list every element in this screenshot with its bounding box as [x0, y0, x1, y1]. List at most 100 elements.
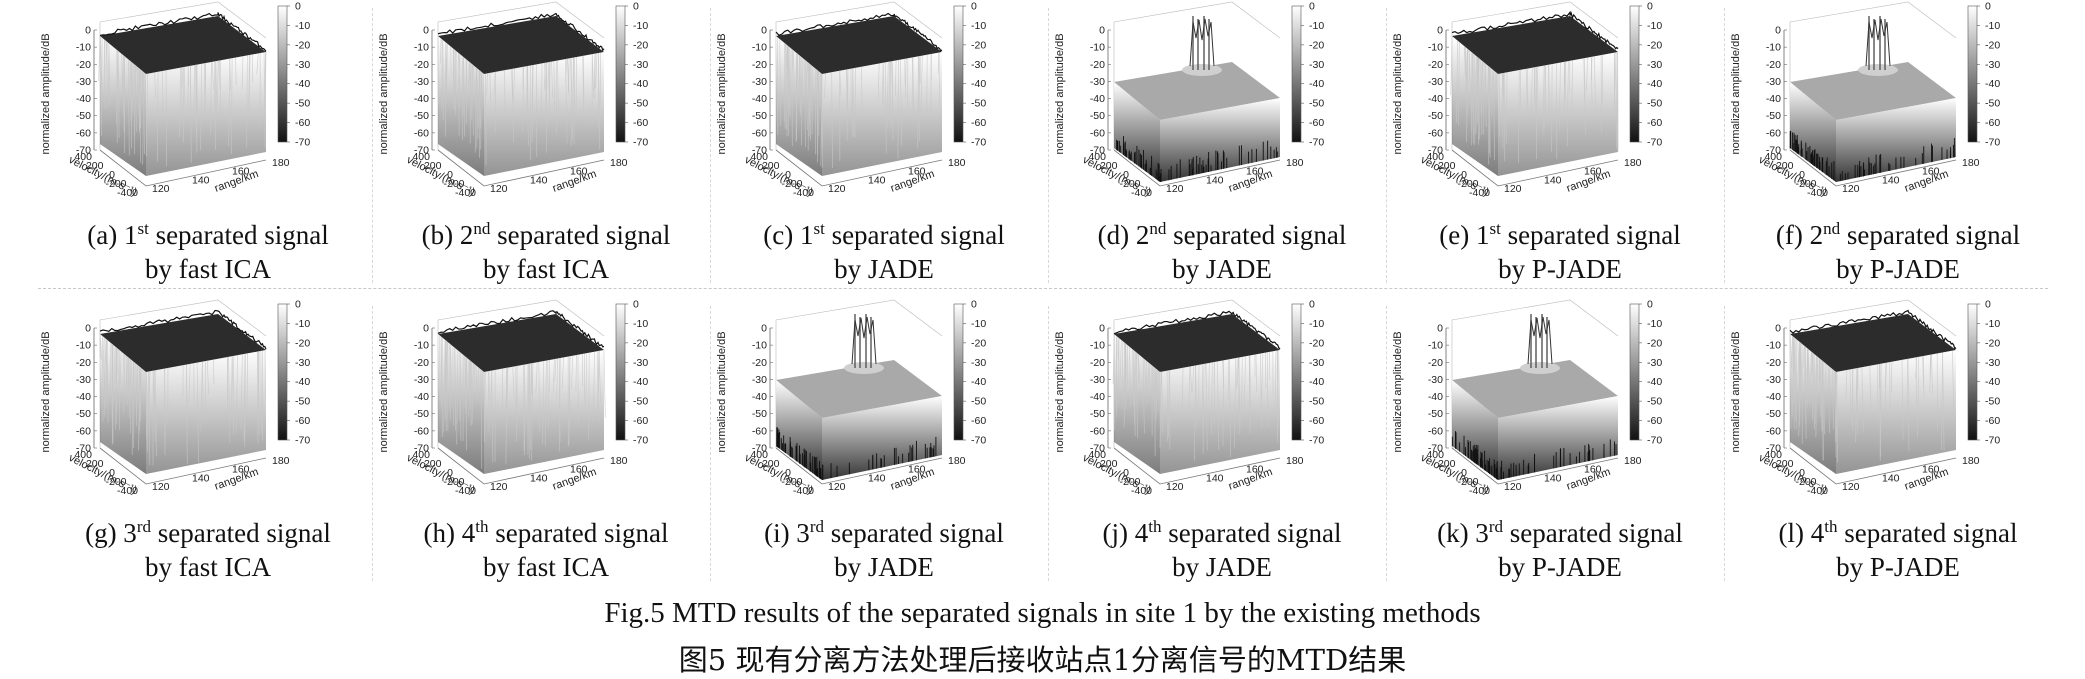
velocity-tick-label: -200 — [443, 476, 464, 488]
z-tick-label: -20 — [1766, 59, 1781, 71]
z-tick-label: 0 — [423, 25, 429, 37]
caption-line-1: (h) 4th separated signal — [376, 516, 716, 550]
colorbar-tick-label: 0 — [633, 1, 639, 13]
velocity-tick-label: 400 — [1088, 449, 1106, 461]
floor-edge — [1451, 149, 1619, 187]
range-tick-label: 140 — [868, 472, 886, 484]
velocity-tick-label: 400 — [1764, 151, 1782, 163]
range-tick-label: 140 — [1206, 472, 1224, 484]
column-divider — [1386, 8, 1387, 283]
caption-prefix: (k) 3 — [1437, 518, 1489, 548]
caption-line-1: (j) 4th separated signal — [1052, 516, 1392, 550]
range-tick-label: 160 — [1922, 464, 1940, 476]
floor-edge — [775, 149, 943, 187]
caption-text: separated signal — [1840, 220, 2021, 250]
colorbar — [1629, 303, 1640, 441]
colorbar-tick-label: -40 — [1309, 78, 1324, 90]
caption-line-1: (a) 1st separated signal — [38, 218, 378, 252]
caption-text: separated signal — [148, 220, 329, 250]
colorbar-tick-label: 0 — [1309, 299, 1315, 311]
surface-plot: 0 -10 -20 -30 -40 -50 -60 -70 normalized amplitu… — [40, 1, 310, 200]
colorbar-tick-label: 0 — [1647, 1, 1653, 13]
range-tick-label: 120 — [1504, 183, 1522, 195]
range-tick-label: 120 — [828, 183, 846, 195]
colorbar-tick-label: -40 — [295, 78, 310, 90]
caption-text: separated signal — [823, 518, 1004, 548]
subfigure-b: 0 -10 -20 -30 -40 -50 -60 -70 normalized amplitu… — [376, 0, 716, 290]
range-tick-label: 140 — [868, 174, 886, 186]
velocity-tick-label: 400 — [412, 151, 430, 163]
caption-text: separated signal — [1166, 220, 1347, 250]
z-tick-label: -10 — [76, 340, 91, 352]
colorbar — [1291, 303, 1302, 441]
caption-line-1: (f) 2nd separated signal — [1728, 218, 2068, 252]
subfigure-a: 0 -10 -20 -30 -40 -50 -60 -70 normalized amplitu… — [38, 0, 378, 290]
colorbar-tick-label: -60 — [295, 415, 310, 427]
colorbar-tick-label: -50 — [1985, 396, 2000, 408]
z-tick-label: -20 — [1428, 59, 1443, 71]
colorbar-tick-label: -30 — [1647, 59, 1662, 71]
subfigure-caption: (h) 4th separated signal by fast ICA — [376, 516, 716, 584]
velocity-tick-label: 400 — [1426, 449, 1444, 461]
caption-prefix: (h) 4 — [423, 518, 476, 548]
colorbar-tick-label: -40 — [1647, 376, 1662, 388]
surface-plot: 0 -10 -20 -30 -40 -50 -60 -70 normalized amplitu… — [716, 1, 986, 200]
colorbar-tick-label: -10 — [971, 20, 986, 32]
caption-line-1: (c) 1st separated signal — [714, 218, 1054, 252]
range-tick-label: 180 — [1962, 157, 1980, 169]
z-tick-label: -10 — [752, 42, 767, 54]
caption-method: by JADE — [1172, 254, 1272, 284]
velocity-tick-label: 200 — [762, 458, 780, 470]
colorbar — [1629, 5, 1640, 143]
z-tick-label: 0 — [1099, 323, 1105, 335]
velocity-tick-label: 0 — [785, 169, 791, 181]
z-tick-label: -30 — [76, 374, 91, 386]
z-tick-label: -60 — [1428, 127, 1443, 139]
surface-plot: 0 -10 -20 -30 -40 -50 -60 -70 normalized amplitu… — [1054, 1, 1324, 200]
range-tick-label: 140 — [1544, 174, 1562, 186]
figure-caption-chinese: 图5 现有分离方法处理后接收站点1分离信号的MTD结果 — [678, 643, 1407, 677]
velocity-tick-label: 200 — [424, 458, 442, 470]
velocity-tick-label: 200 — [1438, 458, 1456, 470]
subfigure-g: 0 -10 -20 -30 -40 -50 -60 -70 normalized amplitu… — [38, 298, 378, 588]
range-tick-label: 120 — [490, 481, 508, 493]
floor-edge — [99, 447, 267, 485]
subfigure-l: 0 -10 -20 -30 -40 -50 -60 -70 normalized amplitu… — [1728, 298, 2068, 588]
z-tick-label: -50 — [76, 110, 91, 122]
velocity-tick-label: -400 — [1469, 187, 1490, 199]
colorbar-tick-label: -20 — [1647, 337, 1662, 349]
range-tick-label: 140 — [1882, 472, 1900, 484]
colorbar — [953, 303, 964, 441]
subfigure-caption: (l) 4th separated signal by P-JADE — [1728, 516, 2068, 584]
caption-line-1: (e) 1st separated signal — [1390, 218, 1730, 252]
z-axis-label: normalized amplitude/dB — [1054, 331, 1066, 452]
range-tick-label: 120 — [1842, 183, 1860, 195]
floor-edge — [437, 149, 605, 187]
surface-mesh — [99, 309, 267, 474]
caption-text: separated signal — [824, 220, 1005, 250]
z-tick-label: -50 — [752, 110, 767, 122]
caption-prefix: (d) 2 — [1097, 220, 1150, 250]
range-tick-label: 160 — [908, 464, 926, 476]
range-tick-label: 160 — [1246, 166, 1264, 178]
caption-method: by fast ICA — [145, 254, 271, 284]
surface-plot: 0 -10 -20 -30 -40 -50 -60 -70 normalized amplitu… — [1730, 1, 2000, 200]
colorbar-tick-label: -70 — [1309, 435, 1324, 447]
z-tick-label: -40 — [76, 93, 91, 105]
colorbar — [1291, 5, 1302, 143]
colorbar-tick-label: -30 — [971, 59, 986, 71]
caption-line-1: (d) 2nd separated signal — [1052, 218, 1392, 252]
z-tick-label: -20 — [1090, 59, 1105, 71]
colorbar-tick-label: -30 — [295, 357, 310, 369]
colorbar-tick-label: -60 — [1647, 117, 1662, 129]
range-tick-label: 120 — [1504, 481, 1522, 493]
velocity-tick-label: 0 — [1461, 169, 1467, 181]
z-tick-label: -60 — [76, 127, 91, 139]
colorbar-tick-label: 0 — [1985, 1, 1991, 13]
velocity-tick-label: -200 — [1119, 178, 1140, 190]
caption-prefix: (g) 3 — [85, 518, 137, 548]
colorbar-tick-label: -50 — [1647, 98, 1662, 110]
z-tick-label: -10 — [1428, 340, 1443, 352]
range-tick-label: 180 — [610, 157, 628, 169]
column-divider — [1724, 306, 1725, 581]
